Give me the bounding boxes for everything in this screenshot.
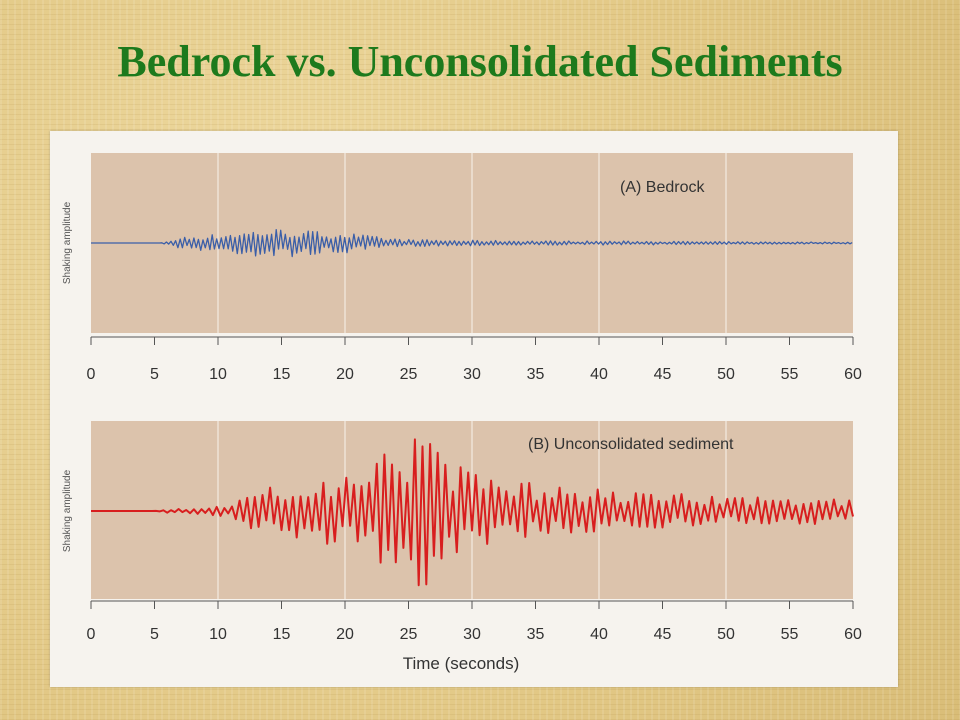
x-tick-label: 5 <box>150 366 159 383</box>
chart-bedrock: 0 5 10 15 20 25 30 35 40 45 50 55 60 Shaking amplitu… <box>62 153 862 383</box>
x-tick-label: 15 <box>273 626 291 643</box>
x-tick-label: 5 <box>150 626 159 643</box>
x-tick-label: 45 <box>654 366 672 383</box>
x-tick-label: 35 <box>527 366 545 383</box>
x-tick-label: 40 <box>590 626 608 643</box>
x-tick-label: 50 <box>717 366 735 383</box>
x-tick-label: 45 <box>654 626 672 643</box>
x-tick-label: 60 <box>844 366 862 383</box>
x-tick-label: 0 <box>87 626 96 643</box>
x-tick-label: 50 <box>717 626 735 643</box>
y-axis-label-sediment: Shaking amplitude <box>62 469 73 552</box>
x-tick-label: 15 <box>273 366 291 383</box>
trace-sediment <box>91 438 854 587</box>
x-tick-label: 20 <box>336 626 354 643</box>
figure-panel: 0 5 10 15 20 25 30 35 40 45 50 55 60 Shaking amplitu… <box>50 131 898 687</box>
x-tick-label: 30 <box>463 366 481 383</box>
ticks-sediment: 0 5 10 15 20 25 30 35 40 45 50 55 60 <box>87 601 862 643</box>
y-axis-label-bedrock: Shaking amplitude <box>62 201 73 284</box>
x-axis-label: Time (seconds) <box>403 654 520 673</box>
x-tick-label: 30 <box>463 626 481 643</box>
x-tick-label: 55 <box>781 626 799 643</box>
x-tick-label: 35 <box>527 626 545 643</box>
slide-title: Bedrock vs. Unconsolidated Sediments <box>117 37 843 86</box>
panel-label-bedrock: (A) Bedrock <box>620 179 705 196</box>
x-tick-label: 20 <box>336 366 354 383</box>
x-tick-label: 10 <box>209 626 227 643</box>
x-tick-label: 25 <box>400 626 418 643</box>
chart-unconsolidated-sediment: 0 5 10 15 20 25 30 35 40 45 50 55 60 Shaking amplitu… <box>62 421 862 673</box>
x-tick-label: 55 <box>781 366 799 383</box>
panel-label-sediment: (B) Unconsolidated sediment <box>528 436 734 453</box>
x-tick-label: 25 <box>400 366 418 383</box>
trace-bedrock <box>91 229 853 258</box>
x-tick-label: 10 <box>209 366 227 383</box>
ticks-bedrock: 0 5 10 15 20 25 30 35 40 45 50 55 60 <box>87 337 862 383</box>
x-tick-label: 60 <box>844 626 862 643</box>
x-tick-label: 40 <box>590 366 608 383</box>
x-tick-label: 0 <box>87 366 96 383</box>
seismogram-figure: 0 5 10 15 20 25 30 35 40 45 50 55 60 Shaking amplitu… <box>62 153 862 673</box>
